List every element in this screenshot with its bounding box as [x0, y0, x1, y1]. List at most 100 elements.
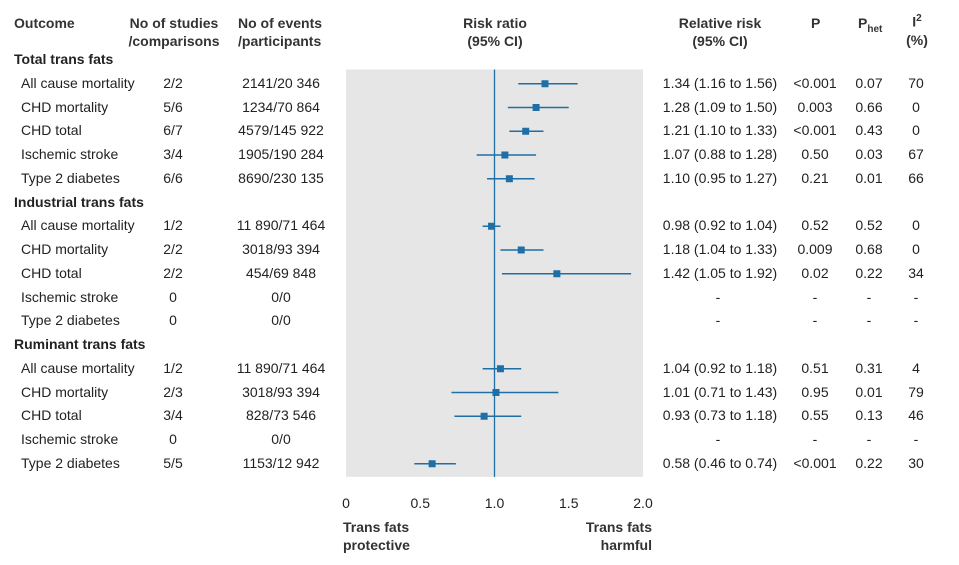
header-studies-line2: /comparisons [128, 33, 220, 49]
group-heading: Total trans fats [14, 51, 114, 67]
row-relative-risk: 1.07 (0.88 to 1.28) [662, 146, 778, 162]
row-studies: 1/2 [163, 217, 183, 234]
row-p: 0.009 [797, 241, 833, 257]
row-phet: - [866, 431, 872, 447]
header-i2-line1: I2 [900, 10, 934, 31]
row-outcome: CHD mortality [21, 383, 109, 400]
row-events: 2141/20 346 [242, 74, 320, 91]
row-relative-risk: - [715, 288, 721, 305]
row-studies: 2/2 [163, 264, 183, 281]
header-phet: Phet [858, 14, 882, 39]
row-outcome: CHD total [21, 264, 82, 281]
row-relative-risk: - [715, 312, 721, 329]
point-estimate [480, 412, 488, 420]
header-relative-risk: Relative risk (95% CI) [660, 14, 780, 50]
row-studies: 2/3 [163, 383, 183, 400]
row-phet: 0.66 [855, 98, 883, 115]
row-i2: 34 [908, 264, 924, 281]
row-phet: - [866, 312, 872, 329]
x-tick-label: 1.5 [559, 495, 579, 511]
point-estimate [496, 365, 504, 373]
row-p: 0.02 [801, 264, 829, 281]
row-outcome: Ischemic stroke [21, 288, 119, 305]
header-studies: No of studies /comparisons [116, 14, 232, 50]
point-estimate [501, 151, 509, 159]
row-p: 0.003 [797, 98, 833, 115]
row-p: <0.001 [793, 122, 837, 139]
row-phet: 0.13 [855, 407, 883, 424]
row-phet: 0.01 [855, 169, 883, 186]
row-outcome: CHD total [21, 122, 82, 139]
row-phet: 0.31 [855, 359, 883, 376]
row-i2: 0 [912, 217, 920, 234]
row-relative-risk: 1.04 (0.92 to 1.18) [662, 359, 778, 376]
row-i2: 0 [912, 241, 920, 257]
row-events: 1234/70 864 [242, 98, 320, 115]
row-p: - [812, 431, 818, 447]
row-studies: 6/6 [163, 169, 183, 186]
header-relrisk-line2: (95% CI) [692, 33, 748, 49]
row-i2: 30 [908, 454, 924, 471]
row-p: <0.001 [793, 74, 837, 91]
row-events: 8690/230 135 [238, 169, 324, 186]
row-outcome: Type 2 diabetes [21, 454, 120, 471]
row-p: 0.50 [801, 146, 829, 162]
header-p: P [811, 15, 821, 31]
row-studies: 2/2 [163, 241, 183, 257]
group-heading: Ruminant trans fats [14, 336, 146, 352]
row-phet: 0.01 [855, 383, 883, 400]
row-i2: 70 [908, 74, 924, 91]
row-relative-risk: 0.58 (0.46 to 0.74) [662, 454, 778, 471]
caption-harmful-line1: Trans fats [585, 519, 652, 535]
row-outcome: Type 2 diabetes [21, 312, 120, 329]
point-estimate [541, 80, 549, 88]
row-relative-risk: 1.01 (0.71 to 1.43) [662, 383, 778, 400]
row-studies: 2/2 [163, 74, 183, 91]
row-outcome: Type 2 diabetes [21, 169, 120, 186]
group-heading: Industrial trans fats [14, 193, 144, 210]
row-outcome: All cause mortality [21, 74, 135, 91]
row-p: 0.52 [801, 217, 829, 234]
point-estimate [488, 222, 496, 230]
row-events: 11 890/71 464 [236, 217, 326, 234]
header-studies-line1: No of studies [129, 15, 219, 31]
row-events: 454/69 848 [245, 264, 317, 281]
row-relative-risk: 1.28 (1.09 to 1.50) [662, 98, 778, 115]
row-p: - [812, 288, 818, 305]
header-i2-unit: (%) [906, 31, 928, 48]
header-i2: I2 (%) [900, 10, 934, 49]
row-studies: 6/7 [163, 122, 183, 139]
row-studies: 3/4 [163, 146, 183, 162]
row-relative-risk: 0.98 (0.92 to 1.04) [662, 217, 778, 234]
row-phet: 0.43 [855, 122, 883, 139]
row-outcome: Ischemic stroke [21, 146, 119, 162]
row-relative-risk: 1.42 (1.05 to 1.92) [662, 264, 778, 281]
row-studies: 5/6 [163, 98, 183, 115]
row-relative-risk: 1.21 (1.10 to 1.33) [662, 122, 778, 139]
row-events: 0/0 [271, 312, 291, 329]
header-i2-sup: 2 [916, 13, 922, 24]
point-estimate [517, 246, 525, 254]
row-events: 11 890/71 464 [236, 359, 326, 376]
x-tick-label: 2.0 [633, 495, 653, 511]
row-relative-risk: - [715, 431, 721, 447]
row-i2: 4 [912, 359, 920, 376]
row-i2: 79 [908, 383, 924, 400]
row-p: <0.001 [793, 454, 837, 471]
row-events: 0/0 [271, 431, 291, 447]
header-events-line2: /participants [238, 33, 322, 49]
header-rr-line2: (95% CI) [467, 33, 523, 49]
row-i2: 66 [908, 169, 924, 186]
row-relative-risk: 1.34 (1.16 to 1.56) [662, 74, 778, 91]
row-phet: 0.68 [855, 241, 883, 257]
row-i2: 67 [908, 146, 924, 162]
row-events: 3018/93 394 [242, 241, 320, 257]
row-studies: 5/5 [163, 454, 183, 471]
row-relative-risk: 0.93 (0.73 to 1.18) [662, 407, 778, 424]
row-events: 0/0 [271, 288, 291, 305]
row-i2: - [913, 288, 919, 305]
row-outcome: All cause mortality [21, 359, 135, 376]
header-events: No of events /participants [238, 14, 322, 50]
header-i2-main: I [912, 13, 917, 30]
caption-harmful-line2: harmful [600, 537, 652, 553]
